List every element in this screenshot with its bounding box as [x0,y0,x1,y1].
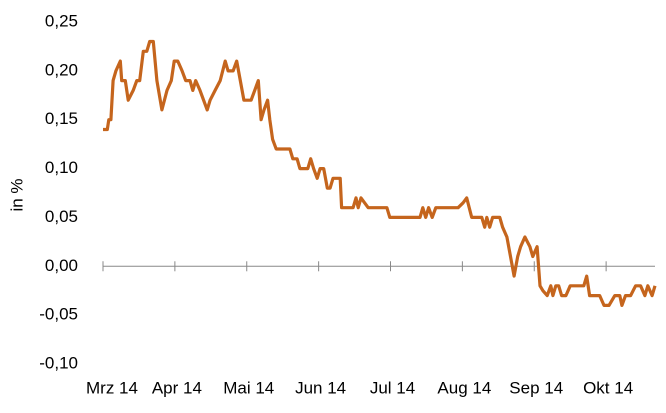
x-tick-label: Jun 14 [295,378,346,397]
y-tick-label: 0,05 [45,207,78,226]
x-tick-label: Jul 14 [370,378,415,397]
y-tick-label: -0,10 [39,353,78,372]
x-tick-label: Aug 14 [437,378,491,397]
y-tick-label: 0,00 [45,256,78,275]
y-tick-label: -0,05 [39,305,78,324]
y-axis-label: in % [7,178,26,211]
y-tick-label: 0,10 [45,158,78,177]
x-tick-label: Okt 14 [583,378,633,397]
y-tick-label: 0,25 [45,11,78,30]
x-tick-label: Mrz 14 [86,378,138,397]
line-series [103,39,657,307]
x-tick-label: Mai 14 [223,378,274,397]
y-tick-label: 0,20 [45,60,78,79]
y-tick-label: 0,15 [45,109,78,128]
x-tick-label: Apr 14 [152,378,202,397]
x-tick-label: Sep 14 [509,378,563,397]
